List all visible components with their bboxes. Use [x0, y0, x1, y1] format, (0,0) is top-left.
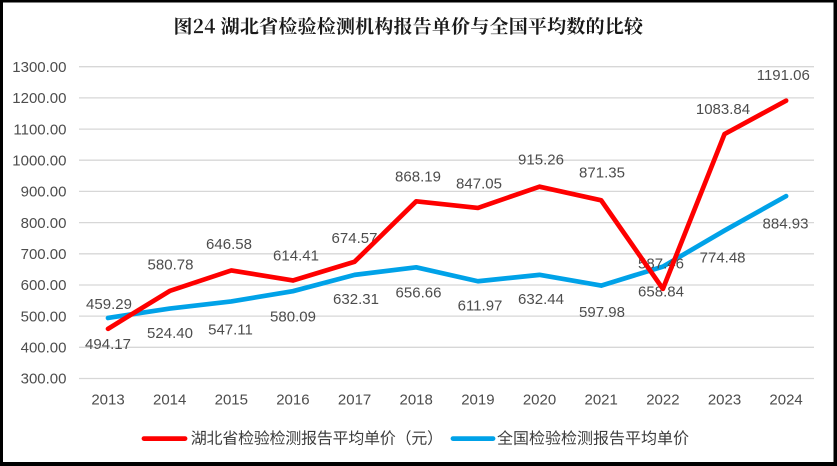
- svg-text:597.98: 597.98: [579, 304, 625, 321]
- svg-text:674.57: 674.57: [332, 230, 378, 247]
- svg-text:2022: 2022: [646, 391, 679, 408]
- svg-text:656.66: 656.66: [396, 285, 442, 302]
- svg-text:632.44: 632.44: [518, 291, 564, 308]
- svg-text:2019: 2019: [461, 391, 494, 408]
- svg-text:868.19: 868.19: [395, 169, 441, 186]
- svg-text:2021: 2021: [585, 391, 618, 408]
- svg-text:400.00: 400.00: [21, 340, 67, 357]
- svg-text:500.00: 500.00: [21, 308, 67, 325]
- svg-text:2018: 2018: [400, 391, 433, 408]
- svg-text:2014: 2014: [153, 391, 186, 408]
- svg-text:915.26: 915.26: [518, 152, 564, 169]
- svg-text:524.40: 524.40: [147, 325, 193, 342]
- svg-text:547.11: 547.11: [208, 322, 253, 339]
- svg-text:1300.00: 1300.00: [12, 59, 66, 76]
- svg-text:2024: 2024: [769, 391, 802, 408]
- svg-text:884.93: 884.93: [763, 216, 809, 233]
- svg-text:774.48: 774.48: [700, 250, 746, 267]
- svg-text:800.00: 800.00: [21, 215, 67, 232]
- svg-text:2015: 2015: [215, 391, 248, 408]
- svg-text:614.41: 614.41: [273, 248, 319, 265]
- svg-text:2020: 2020: [523, 391, 556, 408]
- svg-text:459.29: 459.29: [86, 296, 132, 313]
- svg-text:1191.06: 1191.06: [757, 67, 810, 84]
- svg-text:646.58: 646.58: [206, 236, 252, 253]
- svg-text:2013: 2013: [91, 391, 124, 408]
- svg-text:580.09: 580.09: [270, 309, 316, 326]
- svg-text:900.00: 900.00: [21, 184, 67, 201]
- svg-text:658.84: 658.84: [638, 284, 684, 301]
- svg-text:871.35: 871.35: [579, 165, 625, 182]
- svg-text:1200.00: 1200.00: [12, 90, 66, 107]
- svg-text:2017: 2017: [338, 391, 371, 408]
- svg-text:847.05: 847.05: [456, 176, 502, 193]
- svg-text:632.31: 632.31: [333, 291, 379, 308]
- svg-text:1100.00: 1100.00: [13, 121, 66, 138]
- svg-text:580.78: 580.78: [148, 257, 194, 274]
- svg-text:2023: 2023: [708, 391, 741, 408]
- svg-text:1000.00: 1000.00: [12, 152, 66, 169]
- svg-text:1083.84: 1083.84: [696, 101, 750, 118]
- svg-text:600.00: 600.00: [21, 277, 67, 294]
- svg-text:611.97: 611.97: [458, 298, 503, 315]
- svg-text:700.00: 700.00: [21, 246, 67, 263]
- svg-text:300.00: 300.00: [21, 371, 67, 388]
- svg-text:494.17: 494.17: [85, 336, 131, 353]
- svg-text:2016: 2016: [276, 391, 309, 408]
